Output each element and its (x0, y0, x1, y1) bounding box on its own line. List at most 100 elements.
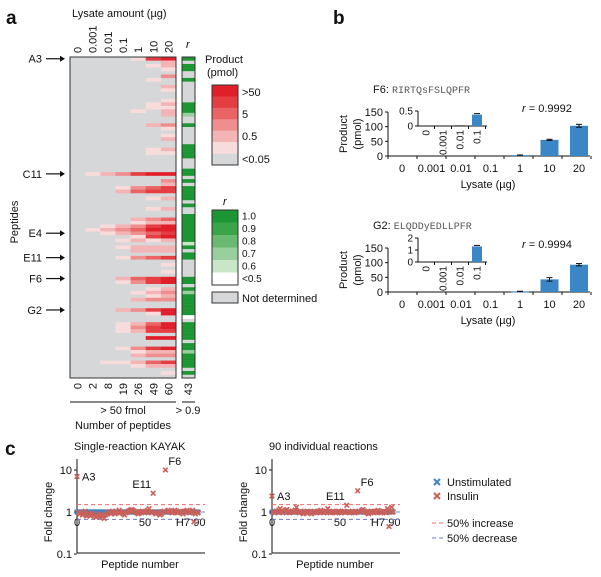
heatmap-cell (160, 105, 177, 110)
y-tick-label: 150 (365, 243, 383, 255)
point-annotation-h7: H7 (371, 517, 385, 529)
heatmap-cell (145, 280, 162, 284)
r-cell (182, 193, 195, 197)
heatmap-cell (160, 248, 177, 253)
insulin-point (146, 505, 152, 512)
heatmap-cell (130, 234, 147, 239)
peptide-id: F6: (373, 84, 392, 96)
r-cell (182, 144, 195, 148)
panel-label-b: b (333, 8, 345, 29)
product-legend-label: <0.05 (242, 154, 270, 166)
heatmap-cell (160, 123, 177, 127)
heatmap-cell (130, 227, 147, 232)
insulin-marker-icon (433, 492, 441, 500)
r-cell (182, 77, 195, 82)
heatmap-cell (145, 63, 162, 68)
y-axis-label: Fold change (43, 482, 55, 543)
peptides-axis-label: Peptides (9, 200, 21, 243)
r-cell (182, 364, 195, 368)
r-cell (182, 102, 195, 107)
heatmap-cell (160, 280, 177, 284)
heatmap-cell (100, 172, 116, 176)
point-annotation-e11: E11 (326, 491, 345, 503)
heatmap-cell (145, 311, 162, 316)
bar (570, 125, 588, 156)
y-axis-label: Product (338, 251, 350, 289)
heatmap-cell (100, 360, 116, 365)
column-label: 0.001 (88, 25, 100, 53)
x-axis-label: Peptide number (101, 559, 179, 571)
y-tick-label: 0.1 (57, 549, 72, 561)
r-cell (182, 311, 195, 316)
heatmap-cell (145, 231, 162, 236)
r-symbol: r (522, 239, 527, 251)
r-cell (182, 186, 195, 190)
heatmap-cell (115, 346, 131, 351)
heatmap-cell (160, 364, 177, 368)
inset-x-tick-label: 0.01 (456, 266, 467, 286)
heatmap-cell (160, 262, 177, 267)
r-cell (182, 231, 195, 236)
r-cell (182, 297, 195, 302)
heatmap-cell (115, 360, 131, 365)
y-tick-label: 0 (377, 151, 383, 163)
product-legend-swatch (212, 107, 238, 120)
inset-bar (455, 125, 465, 127)
not-determined-swatch (211, 291, 239, 304)
r-symbol: r (522, 103, 527, 115)
heatmap-cell (160, 269, 177, 274)
insulin-point (343, 502, 350, 509)
heatmap-cell (160, 63, 177, 68)
r-cell (182, 304, 195, 309)
heatmap-cell (145, 102, 162, 107)
heatmap-cell (160, 311, 177, 316)
x-tick-label: 0 (269, 517, 275, 529)
insulin-point (354, 487, 361, 494)
r-cell (182, 154, 195, 159)
insulin-point (390, 509, 396, 515)
heatmap-cell (145, 238, 162, 243)
unstimulated-marker-icon (433, 478, 441, 486)
r-legend-swatch (212, 235, 238, 248)
r-cell (182, 224, 195, 229)
x-tick-label: 20 (573, 299, 585, 311)
insulin-point (191, 519, 197, 525)
x-tick-label: 50 (334, 517, 346, 529)
heatmap-cell (160, 126, 177, 131)
heatmap-cell (160, 276, 177, 281)
r-column-border (181, 56, 196, 379)
heatmap-cell (160, 322, 177, 326)
panel-label-c: c (5, 439, 16, 460)
heatmap-cell (160, 294, 177, 298)
heatmap-cell (160, 325, 177, 330)
heatmap-cell (145, 234, 162, 239)
heatmap-cell (160, 84, 177, 89)
panel-label-a: a (6, 8, 17, 29)
heatmap-cell (130, 248, 147, 253)
heatmap-cell (115, 325, 131, 330)
heatmap-cell (145, 172, 162, 176)
r-cell (182, 220, 195, 225)
insulin-point (383, 510, 390, 516)
heatmap-cell (160, 88, 177, 93)
insulin-point (386, 523, 392, 530)
r-cell (182, 315, 195, 319)
count-label: 8 (103, 383, 115, 389)
x-tick-label: 10 (543, 299, 555, 311)
product-legend-label: >50 (242, 87, 261, 99)
x-tick-label: 0.01 (450, 163, 471, 175)
inset-y-tick-label: 0.5 (399, 107, 413, 118)
inset-x-tick-label: 0.001 (439, 266, 450, 291)
heatmap-cell (100, 227, 116, 232)
heatmap-cell (160, 109, 177, 114)
heatmap-cell (160, 346, 177, 351)
x-tick-label: 1 (517, 163, 523, 175)
heatmap-cell (130, 57, 147, 61)
correlation-value: r = 0.9992 (522, 103, 572, 115)
r-cell (182, 350, 195, 354)
r-cell (182, 301, 195, 305)
heatmap-cell (145, 224, 162, 229)
r-legend-label: <0.5 (242, 274, 262, 285)
y-axis-unit: (pmol) (352, 254, 364, 285)
heatmap-cell (145, 220, 162, 225)
